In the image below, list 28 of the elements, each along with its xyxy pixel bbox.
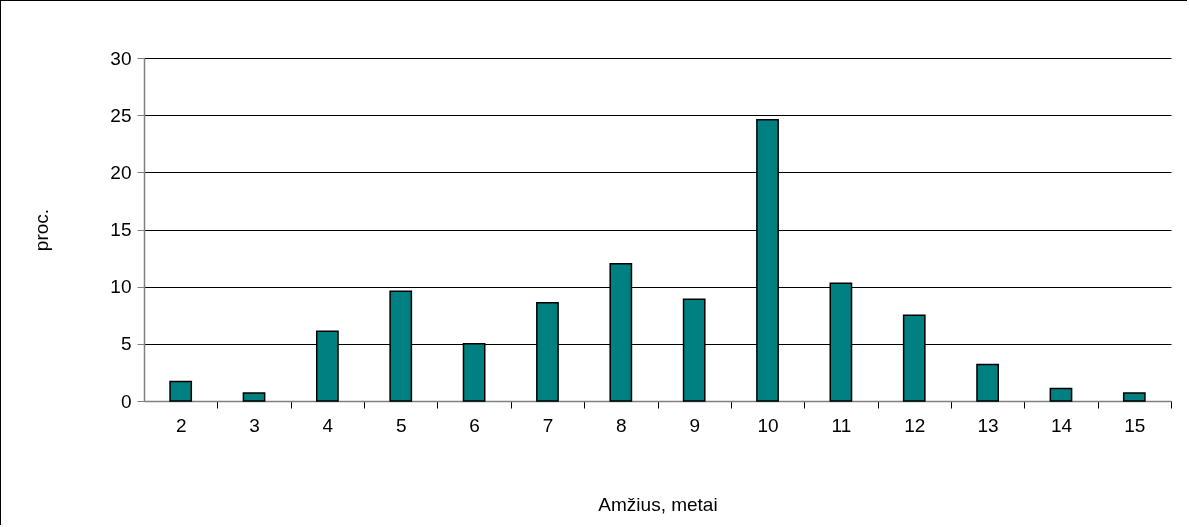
x-tick-label: 14 — [1050, 414, 1073, 436]
y-tick-label: 20 — [110, 161, 132, 183]
x-tick-label: 5 — [395, 414, 407, 436]
bar — [1122, 392, 1146, 402]
x-tick-label: 4 — [322, 414, 334, 436]
y-tick-label: 10 — [110, 276, 132, 298]
x-tick-label: 2 — [175, 414, 187, 436]
bar — [242, 392, 266, 402]
x-tick-label: 10 — [757, 414, 779, 436]
y-axis-title: proc. — [31, 208, 53, 252]
x-tick-label: 9 — [689, 414, 700, 436]
x-tick-label: 7 — [542, 414, 554, 436]
x-axis-title: Amžius, metai — [598, 493, 718, 515]
bar — [1049, 387, 1073, 402]
bar — [976, 363, 999, 402]
x-tick-label: 3 — [249, 414, 260, 436]
x-tick-label: 15 — [1124, 414, 1146, 436]
x-tick-label: 8 — [616, 414, 627, 436]
x-tick-label: 13 — [977, 414, 999, 436]
y-tick-label: 5 — [120, 333, 132, 355]
bar — [169, 380, 193, 402]
y-tick-label: 0 — [120, 390, 132, 412]
y-tick-label: 30 — [110, 47, 132, 69]
x-tick-label: 11 — [831, 414, 852, 436]
y-tick-label: 25 — [110, 104, 132, 126]
y-tick-label: 15 — [110, 219, 132, 240]
x-tick-label: 12 — [904, 414, 926, 436]
x-tick-label: 6 — [469, 414, 480, 436]
